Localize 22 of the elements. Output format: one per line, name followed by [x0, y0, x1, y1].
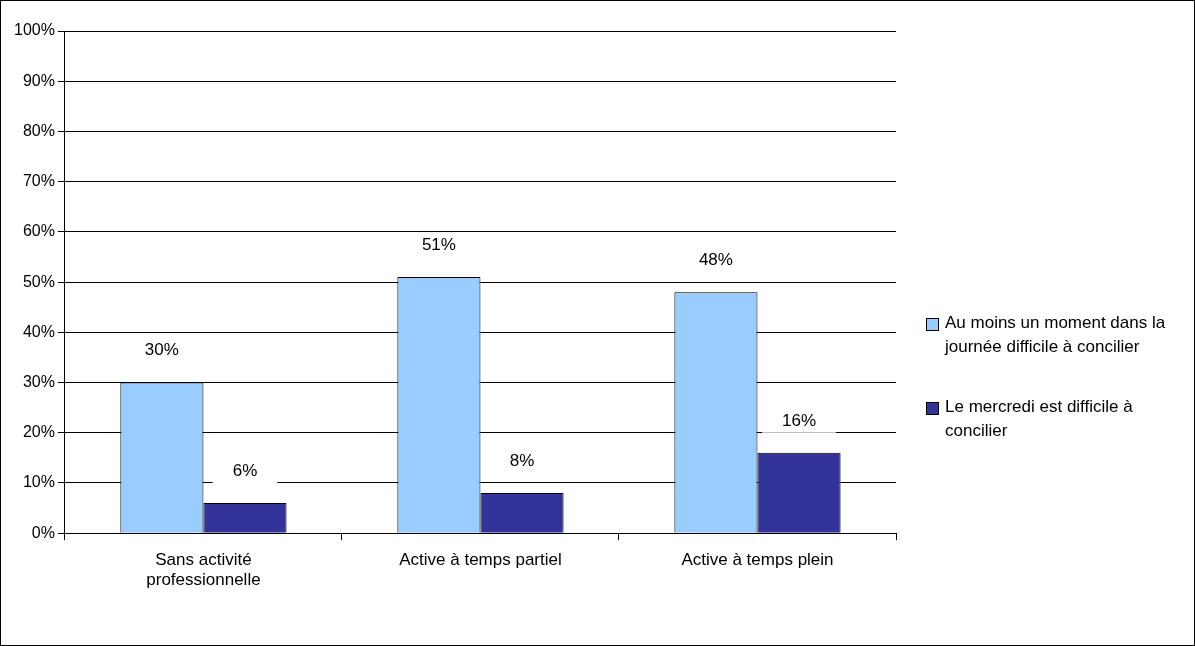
y-tick-label: 20%	[22, 423, 55, 441]
text: 6%	[232, 460, 258, 480]
y-tick-label: 0%	[31, 523, 55, 541]
text: 8%	[509, 450, 535, 470]
y-tick-label: 60%	[22, 222, 55, 240]
y-tick-label: 10%	[22, 473, 55, 491]
text: 48%	[698, 249, 733, 269]
legend-label: Le mercredi est difficile à concilier	[945, 396, 1134, 442]
y-tick-label: 100%	[14, 21, 55, 39]
x-tick-label: Active à temps partiel	[399, 550, 562, 570]
text: 30%	[144, 340, 179, 360]
x-tick-label: Active à temps plein	[681, 550, 834, 570]
text: 16%	[782, 410, 817, 430]
y-tick-label: 90%	[22, 71, 55, 89]
legend-label: Au moins un moment dans la journée difficile à concilier	[945, 312, 1167, 358]
y-tick-label: 40%	[22, 322, 55, 340]
x-tick-label: Sans activité professionnelle	[146, 550, 261, 590]
y-tick-label: 80%	[22, 121, 55, 139]
text: 51%	[421, 234, 456, 254]
y-tick-label: 50%	[22, 272, 55, 290]
y-tick-label: 30%	[22, 372, 55, 390]
y-tick-label: 70%	[22, 172, 55, 190]
